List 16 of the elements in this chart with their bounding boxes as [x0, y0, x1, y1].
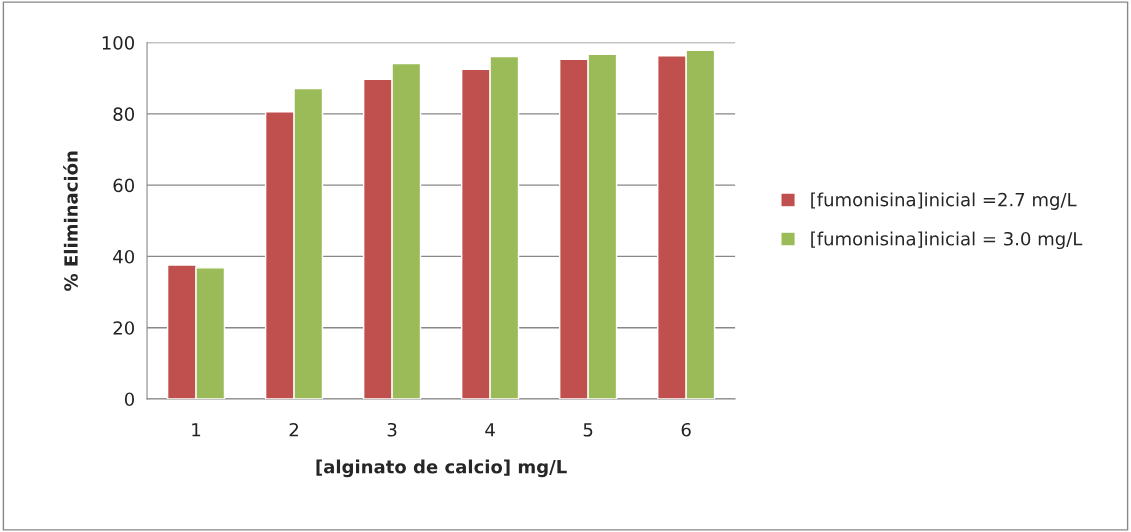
y-tick-label: 80 [113, 107, 135, 121]
y-tick-label: 40 [113, 249, 135, 264]
y-tick-label: 20 [113, 321, 135, 335]
y-tick-label: 100 [102, 36, 135, 50]
y-axis-title: % Eliminación [63, 151, 78, 291]
legend-label: [fumonisina]inicial = 3.0 mg/L [811, 231, 1083, 250]
x-axis-title: [alginato de calcio] mg/L [316, 459, 567, 478]
y-tick-label: 60 [113, 178, 135, 193]
x-tick-label: 4 [485, 423, 495, 437]
x-tick-label: 1 [192, 423, 201, 437]
y-tick-label: 0 [124, 392, 135, 407]
x-tick-label: 2 [289, 422, 298, 437]
x-tick-label: 5 [583, 423, 593, 437]
legend-label: [fumonisina]inicial =2.7 mg/L [811, 192, 1077, 210]
x-tick-label: 3 [387, 422, 397, 437]
x-tick-label: 6 [681, 422, 691, 437]
